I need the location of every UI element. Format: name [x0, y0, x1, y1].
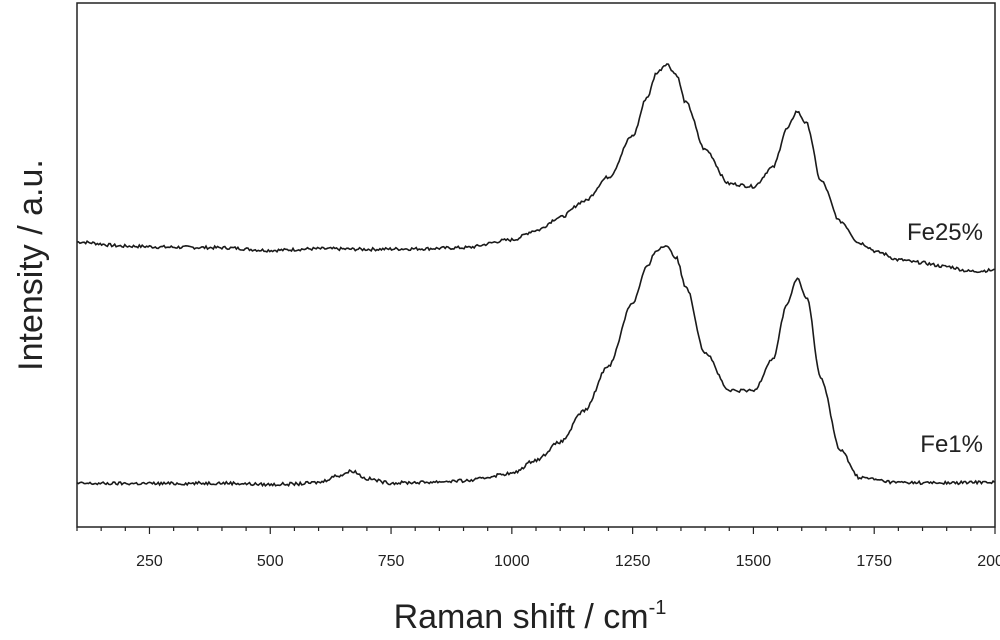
plot-frame	[76, 2, 996, 528]
x-axis-ticks: 250 500 750 1000 1250 1500 1750 2000	[76, 527, 1000, 570]
x-tick-label: 2000	[977, 553, 1000, 570]
x-axis-title-text: Raman shift / cm	[394, 598, 649, 636]
x-axis-title: Raman shift / cm-1	[394, 597, 667, 636]
series-line-fe25pct	[76, 63, 995, 274]
x-tick-label: 750	[378, 553, 405, 570]
x-axis-title-superscript: -1	[649, 597, 667, 619]
x-tick-label: 1250	[615, 553, 651, 570]
series-layer	[76, 63, 996, 488]
series-labels: Fe25% Fe1%	[907, 219, 983, 458]
x-tick-label: 1500	[736, 553, 772, 570]
x-tick-label: 1000	[494, 553, 530, 570]
y-axis-title: Intensity / a.u.	[12, 159, 50, 371]
x-tick-label: 500	[257, 553, 284, 570]
x-tick-label: 250	[136, 553, 163, 570]
series-line-fe1pct	[76, 245, 996, 488]
series-label: Fe1%	[920, 431, 983, 458]
series-label: Fe25%	[907, 219, 983, 246]
x-tick-label: 1750	[856, 553, 892, 570]
